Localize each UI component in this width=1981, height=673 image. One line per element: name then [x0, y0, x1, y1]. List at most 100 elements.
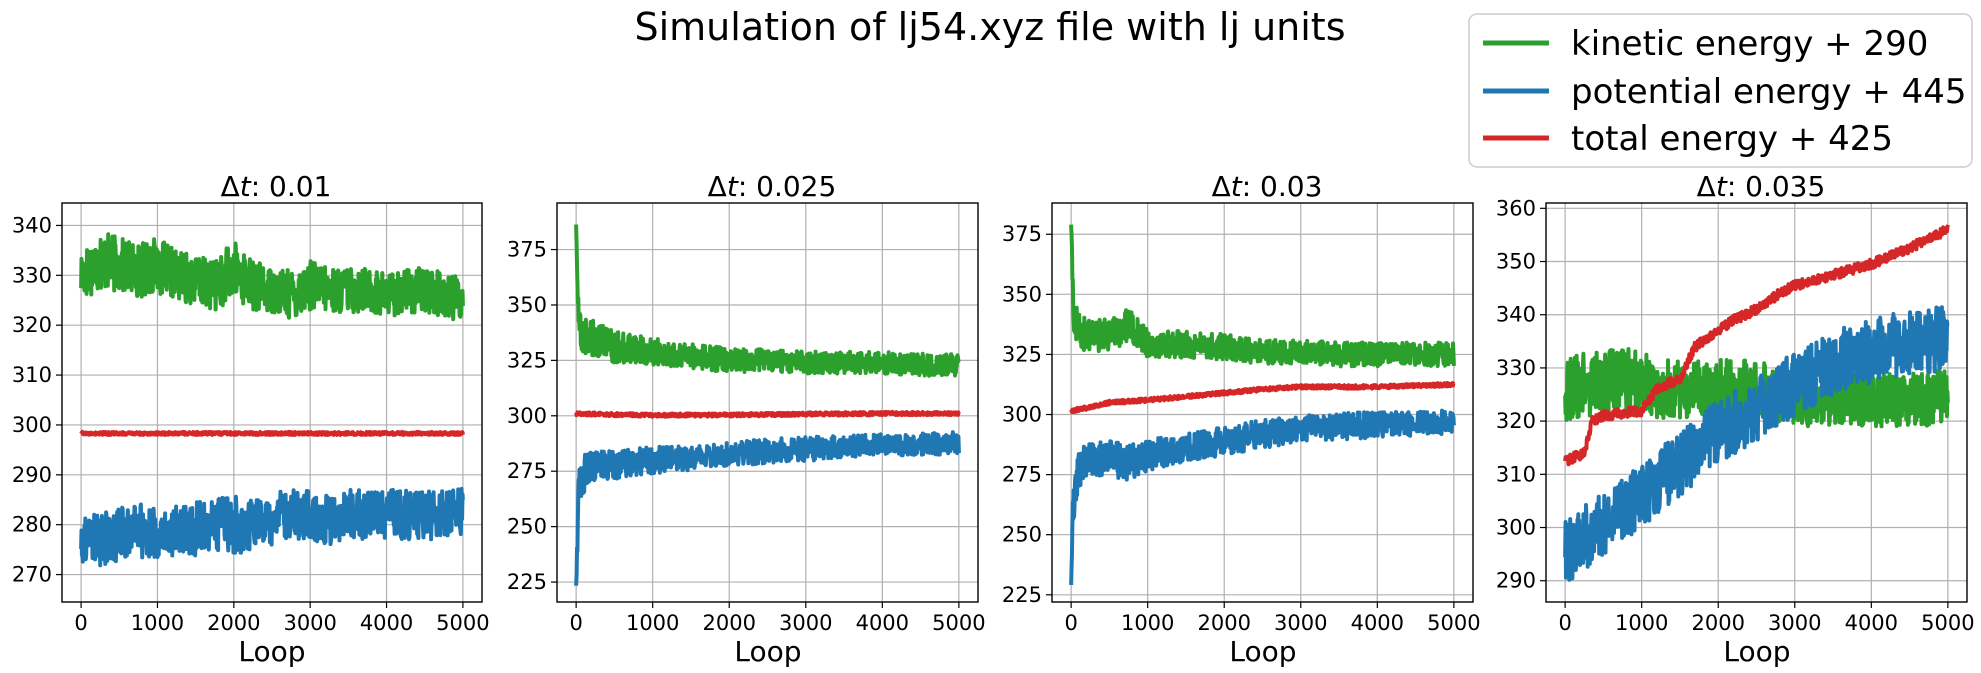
- y-tick-label: 300: [507, 404, 547, 428]
- y-tick-label: 280: [12, 513, 52, 537]
- y-tick-label: 350: [1496, 250, 1536, 274]
- y-tick-label: 300: [1496, 516, 1536, 540]
- x-tick-label: 5000: [932, 611, 985, 635]
- plot-area: [1563, 224, 1950, 582]
- x-tick-label: 3000: [1768, 611, 1821, 635]
- x-tick-label: 2000: [703, 611, 756, 635]
- plot-area: [79, 232, 465, 568]
- series-line-kinetic: [574, 224, 961, 378]
- legend-label-potential: potential energy + 445: [1571, 72, 1967, 112]
- x-tick-label: 3000: [1274, 611, 1327, 635]
- series-line-kinetic: [1069, 224, 1456, 369]
- y-tick-label: 225: [1002, 583, 1042, 607]
- y-tick-label: 310: [1496, 462, 1536, 486]
- axes-frame: [61, 202, 483, 603]
- x-tick-label: 2000: [207, 611, 260, 635]
- x-axis-label: Loop: [238, 635, 305, 668]
- series-line-total: [1563, 224, 1950, 467]
- y-tick-label: 340: [12, 213, 52, 237]
- x-tick-label: 1000: [1121, 611, 1174, 635]
- x-ticks: 0 1000 2000 3000 4000 5000: [1558, 602, 1975, 635]
- x-axis-label: Loop: [1229, 635, 1296, 668]
- y-tick-label: 275: [507, 459, 547, 483]
- series-line-potential: [1069, 408, 1456, 585]
- subplot-title-delta: Δ: [1697, 170, 1716, 203]
- series-line-potential: [574, 430, 961, 586]
- x-tick-label: 4000: [1351, 611, 1404, 635]
- legend-entry-kinetic: kinetic energy + 290: [1483, 24, 1928, 64]
- y-tick-label: 330: [1496, 356, 1536, 380]
- legend-entry-potential: potential energy + 445: [1483, 72, 1967, 112]
- subplot-title: Δt: 0.035: [1697, 170, 1826, 203]
- y-tick-label: 320: [12, 313, 52, 337]
- subplot-dt-0-025: Δt: 0.025 Loop 0 1000 2000 3000 4000 5000 225 2…: [507, 170, 986, 668]
- subplot-dt-0-01: Δt: 0.01 Loop 0 1000 2000 3000 4000 5000 270 28…: [12, 170, 490, 668]
- legend-label-total: total energy + 425: [1571, 119, 1893, 159]
- y-tick-label: 320: [1496, 409, 1536, 433]
- y-tick-label: 375: [507, 238, 547, 262]
- plot-area: [574, 224, 961, 586]
- x-tick-label: 1000: [1615, 611, 1668, 635]
- subplot-title-delta: Δ: [708, 170, 727, 203]
- subplot-title-value: : 0.025: [738, 170, 837, 203]
- subplot-title-value: : 0.035: [1727, 170, 1826, 203]
- subplot-title-variable: t: [240, 170, 252, 203]
- legend: kinetic energy + 290 potential energy + …: [1468, 13, 1973, 168]
- x-tick-label: 1000: [626, 611, 679, 635]
- x-tick-label: 5000: [436, 611, 489, 635]
- x-axis-label: Loop: [1723, 635, 1790, 668]
- y-ticks: 225 250 275 300 325 350 375: [507, 238, 557, 594]
- x-ticks: 0 1000 2000 3000 4000 5000: [569, 602, 986, 635]
- x-tick-label: 4000: [360, 611, 413, 635]
- x-tick-label: 4000: [856, 611, 909, 635]
- x-tick-label: 0: [74, 611, 87, 635]
- y-tick-label: 350: [507, 293, 547, 317]
- series-line-total: [574, 409, 961, 419]
- subplot-title: Δt: 0.025: [708, 170, 837, 203]
- y-tick-label: 275: [1002, 463, 1042, 487]
- y-tick-label: 375: [1002, 222, 1042, 246]
- y-ticks: 225 250 275 300 325 350 375: [1002, 222, 1052, 607]
- legend-frame: [1468, 13, 1973, 168]
- legend-entry-total: total energy + 425: [1483, 119, 1893, 159]
- x-tick-label: 3000: [779, 611, 832, 635]
- y-ticks: 290 300 310 320 330 340 350 360: [1496, 196, 1546, 593]
- y-tick-label: 225: [507, 570, 547, 594]
- y-tick-label: 300: [12, 413, 52, 437]
- subplot-title-value: : 0.01: [251, 170, 332, 203]
- y-tick-label: 270: [12, 563, 52, 587]
- axes-frame: [556, 202, 979, 603]
- x-tick-label: 5000: [1427, 611, 1480, 635]
- subplot-title: Δt: 0.03: [1212, 170, 1323, 203]
- subplot-title-delta: Δ: [221, 170, 240, 203]
- subplot-title-variable: t: [1231, 170, 1243, 203]
- y-tick-label: 300: [1002, 403, 1042, 427]
- series-line-kinetic: [79, 232, 465, 322]
- x-tick-label: 4000: [1845, 611, 1898, 635]
- x-tick-label: 5000: [1921, 611, 1974, 635]
- series-line-potential: [79, 486, 465, 568]
- x-tick-label: 0: [1064, 611, 1077, 635]
- y-tick-label: 360: [1496, 196, 1536, 220]
- x-tick-label: 2000: [1198, 611, 1251, 635]
- y-tick-label: 325: [1002, 342, 1042, 366]
- y-tick-label: 340: [1496, 303, 1536, 327]
- x-tick-label: 2000: [1692, 611, 1745, 635]
- figure-title: Simulation of lj54.xyz file with lj unit…: [634, 5, 1345, 49]
- plot-area: [1069, 224, 1456, 585]
- y-tick-label: 350: [1002, 282, 1042, 306]
- y-tick-label: 290: [12, 463, 52, 487]
- axes-frame: [1051, 202, 1474, 603]
- subplot-dt-0-035: Δt: 0.035 Loop 0 1000 2000 3000 4000 5000 290 3…: [1496, 170, 1975, 668]
- y-tick-label: 325: [507, 348, 547, 372]
- y-tick-label: 250: [1002, 523, 1042, 547]
- x-tick-label: 0: [569, 611, 582, 635]
- y-tick-label: 290: [1496, 569, 1536, 593]
- y-tick-label: 330: [12, 263, 52, 287]
- x-axis-label: Loop: [734, 635, 801, 668]
- subplot-dt-0-03: Δt: 0.03 Loop 0 1000 2000 3000 4000 5000 225 25…: [1002, 170, 1481, 668]
- x-tick-label: 1000: [131, 611, 184, 635]
- subplot-title-variable: t: [1716, 170, 1728, 203]
- subplot-title-value: : 0.03: [1242, 170, 1323, 203]
- subplot-title: Δt: 0.01: [221, 170, 332, 203]
